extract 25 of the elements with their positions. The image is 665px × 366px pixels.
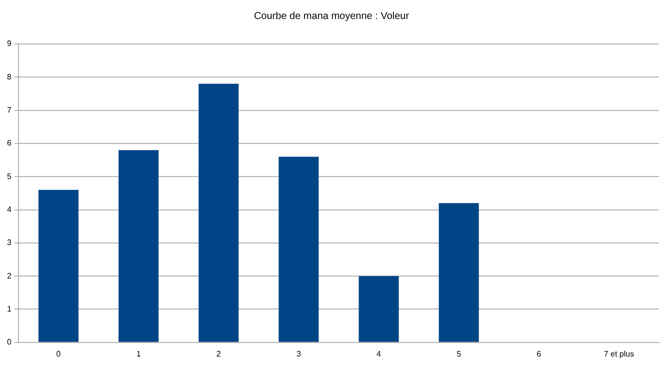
y-tick-label: 7	[6, 106, 12, 115]
y-tick-label: 9	[6, 39, 12, 48]
x-tick-label: 2	[216, 349, 222, 358]
y-tick-label: 5	[6, 172, 12, 181]
bar	[358, 276, 399, 342]
x-tick-label: 1	[136, 349, 142, 358]
bar	[118, 150, 159, 342]
y-tick-label: 4	[6, 204, 12, 214]
x-tick-label: 3	[296, 349, 302, 358]
bar	[38, 190, 78, 342]
y-tick-label: 8	[6, 72, 12, 82]
bar	[198, 84, 239, 342]
y-tick-label: 2	[6, 271, 12, 280]
bar	[438, 203, 479, 342]
x-tick-label: 5	[456, 349, 462, 358]
x-tick-label: 6	[536, 349, 542, 358]
y-tick-label: 0	[6, 338, 12, 347]
x-tick-label: 7 et plus	[604, 349, 634, 358]
y-tick-label: 1	[6, 304, 12, 314]
y-tick-label: 3	[6, 238, 12, 248]
x-tick-label: 0	[56, 349, 62, 358]
chart-title: Courbe de mana moyenne : Voleur	[254, 10, 410, 22]
bar	[278, 156, 319, 342]
x-tick-label: 4	[376, 349, 382, 358]
y-tick-label: 6	[6, 138, 12, 148]
